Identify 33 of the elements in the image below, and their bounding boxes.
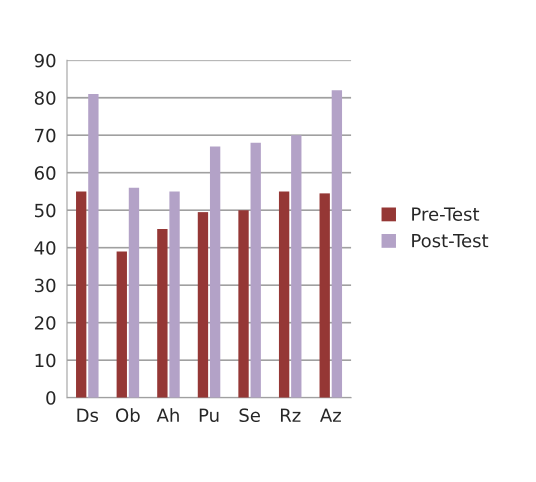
bar [210,146,220,398]
y-tick-label: 40 [34,241,56,255]
bar [169,191,180,398]
bar [291,135,302,398]
bar [157,228,168,398]
x-tick-label: Pu [200,408,218,422]
y-tick-label: 50 [35,204,56,218]
legend-label: Post-Test [412,234,488,248]
bar [250,142,261,398]
y-tick-label: 70 [35,128,56,142]
x-tick-label: Rz [280,408,300,422]
y-tick-label: 90 [34,54,56,68]
y-tick-label: 0 [46,391,56,405]
bar [76,191,86,398]
bar [320,193,330,398]
x-tick-label: Ob [116,408,140,422]
bar [128,188,140,398]
x-tick-label: Se [240,408,260,422]
y-tick-label: 20 [34,316,56,330]
y-tick-label: 60 [34,166,56,180]
x-tick-label: Ds [77,408,98,422]
y-tick-label: 10 [36,354,56,368]
bar [88,94,99,398]
bar [116,251,127,398]
bar [278,191,290,398]
bar [198,212,208,398]
y-tick-label: 80 [34,91,56,105]
bar [238,210,249,398]
x-tick-label: Az [320,408,341,422]
legend-label: Pre-Test [412,208,480,221]
bar [332,90,342,398]
x-tick-label: Ah [156,408,179,422]
y-tick-label: 30 [34,278,56,292]
